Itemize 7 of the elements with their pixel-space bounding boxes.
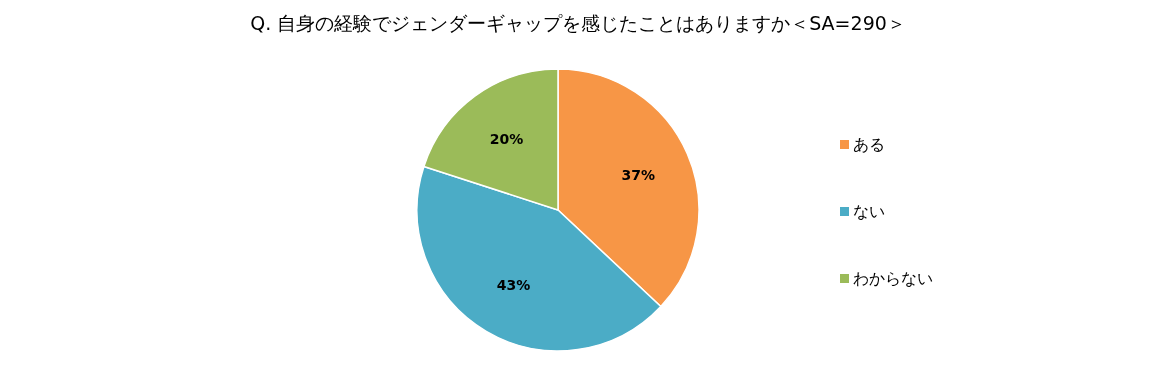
legend-label: ある — [853, 135, 885, 154]
data-label: 20% — [489, 131, 524, 148]
legend-label: わからない — [853, 269, 933, 288]
data-label: 43% — [496, 277, 531, 294]
chart-title: Q. 自身の経験でジェンダーギャップを感じたことはありますか＜SA=290＞ — [250, 12, 906, 34]
legend-label: ない — [853, 202, 885, 221]
data-label: 37% — [621, 167, 655, 184]
